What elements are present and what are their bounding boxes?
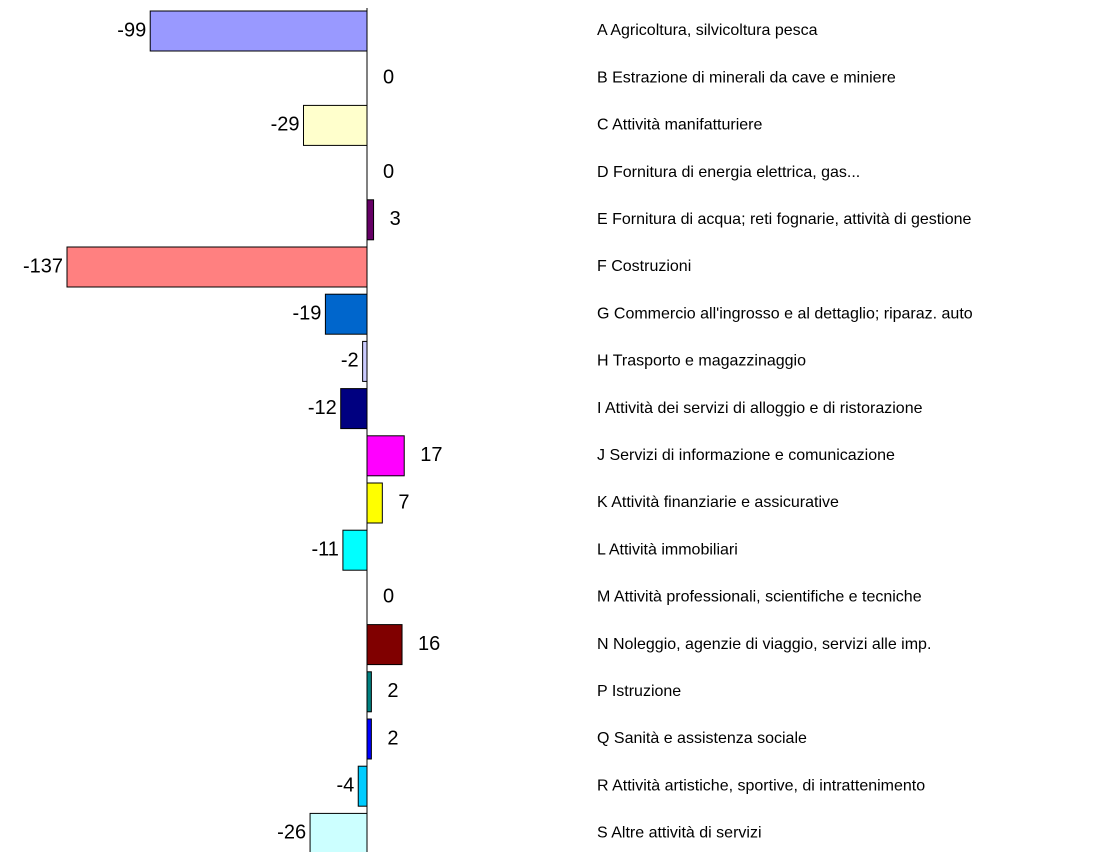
value-label: 2 bbox=[387, 727, 398, 749]
category-label: L Attività immobiliari bbox=[597, 541, 738, 558]
category-label: H Trasporto e magazzinaggio bbox=[597, 353, 806, 370]
category-label: A Agricoltura, silvicoltura pesca bbox=[597, 22, 818, 39]
value-label: -137 bbox=[23, 255, 63, 277]
value-label: -19 bbox=[292, 302, 321, 324]
bar bbox=[66, 246, 368, 288]
category-label: G Commercio all'ingrosso e al dettaglio;… bbox=[597, 305, 973, 322]
bar bbox=[366, 624, 403, 666]
category-label: Q Sanità e assistenza sociale bbox=[597, 730, 807, 747]
value-label: 3 bbox=[390, 208, 401, 230]
bar bbox=[362, 340, 368, 382]
value-label: 0 bbox=[383, 586, 394, 608]
category-label: N Noleggio, agenzie di viaggio, servizi … bbox=[597, 636, 931, 653]
bar bbox=[149, 10, 368, 52]
bar bbox=[366, 718, 372, 760]
bar bbox=[357, 765, 368, 807]
category-label: D Fornitura di energia elettrica, gas... bbox=[597, 164, 860, 181]
value-label: -99 bbox=[117, 19, 146, 41]
bar bbox=[366, 199, 375, 241]
value-label: -2 bbox=[341, 350, 359, 372]
category-label: C Attività manifatturiere bbox=[597, 117, 763, 134]
category-label: R Attività artistiche, sportive, di intr… bbox=[597, 777, 925, 794]
value-label: -26 bbox=[277, 822, 306, 844]
category-label: P Istruzione bbox=[597, 683, 681, 700]
value-label: 16 bbox=[418, 633, 440, 655]
bar bbox=[366, 435, 405, 477]
bar bbox=[366, 671, 372, 713]
value-label: 0 bbox=[383, 66, 394, 88]
value-label: 7 bbox=[398, 491, 409, 513]
value-label: -4 bbox=[336, 774, 354, 796]
category-label: K Attività finanziarie e assicurative bbox=[597, 494, 839, 511]
bar bbox=[340, 388, 368, 430]
bar bbox=[342, 529, 368, 571]
category-label: M Attività professionali, scientifiche e… bbox=[597, 589, 922, 606]
category-label: I Attività dei servizi di alloggio e di … bbox=[597, 400, 923, 417]
category-label: B Estrazione di minerali da cave e minie… bbox=[597, 69, 896, 86]
bar bbox=[302, 104, 368, 146]
value-label: 0 bbox=[383, 161, 394, 183]
value-label: 17 bbox=[420, 444, 442, 466]
category-label: S Altre attività di servizi bbox=[597, 825, 762, 842]
value-label: -11 bbox=[311, 538, 338, 560]
bar bbox=[309, 812, 368, 852]
category-label: E Fornitura di acqua; reti fognarie, att… bbox=[597, 211, 972, 228]
category-label: F Costruzioni bbox=[597, 258, 691, 275]
bar bbox=[366, 482, 383, 524]
value-label: 2 bbox=[387, 680, 398, 702]
bar bbox=[324, 293, 368, 335]
value-label: -29 bbox=[271, 114, 300, 136]
value-label: -12 bbox=[308, 397, 337, 419]
category-label: J Servizi di informazione e comunicazion… bbox=[597, 447, 895, 464]
